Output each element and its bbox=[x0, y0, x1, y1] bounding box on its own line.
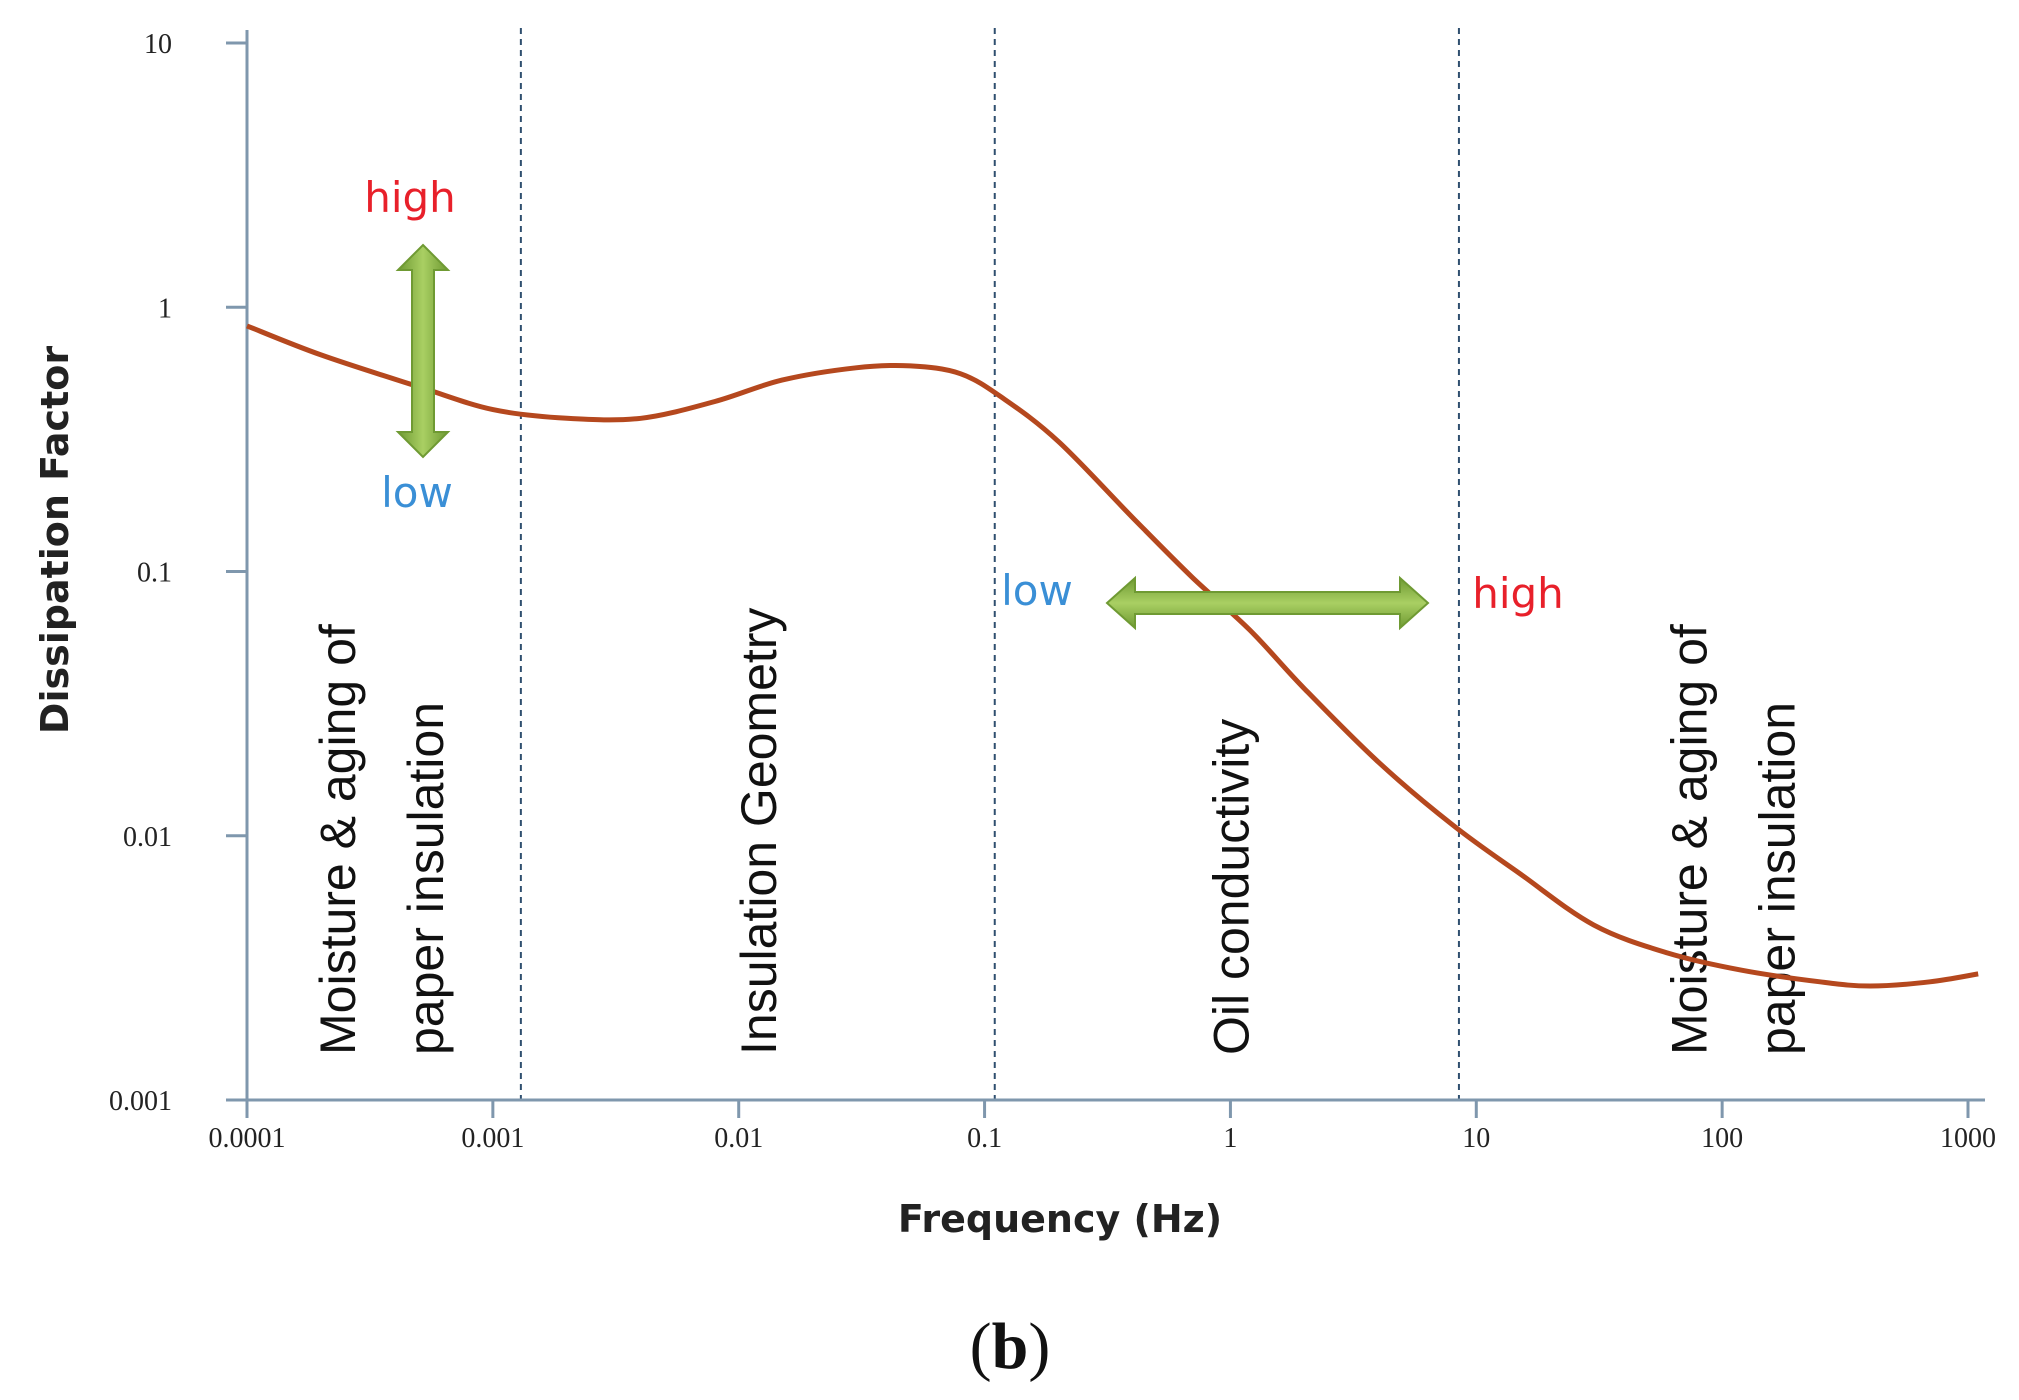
vertical-double-arrow bbox=[395, 243, 451, 459]
region-labels: Moisture & aging of paper insulation Insul… bbox=[310, 608, 1806, 1055]
region-label-line: Moisture & aging of bbox=[310, 624, 366, 1055]
region-dividers bbox=[519, 28, 1460, 1100]
x-tick-label: 0.0001 bbox=[209, 1123, 286, 1154]
x-tick-label: 1000 bbox=[1940, 1123, 1996, 1154]
region-label-line: paper insulation bbox=[398, 702, 454, 1055]
region-label-line: paper insulation bbox=[1749, 702, 1805, 1055]
horizontal-arrow-high-label: high bbox=[1472, 569, 1564, 618]
y-tick-label: 0.1 bbox=[137, 558, 172, 589]
horizontal-arrow-low-label: low bbox=[1001, 566, 1073, 615]
region-label-line: Oil conductivity bbox=[1203, 719, 1259, 1055]
figure-caption: (b) bbox=[970, 1310, 1051, 1383]
x-tick-label: 0.1 bbox=[967, 1123, 1002, 1154]
vertical-arrow-shape bbox=[395, 243, 451, 459]
x-tick-label: 10 bbox=[1462, 1123, 1490, 1154]
region-label-line: Moisture & aging of bbox=[1661, 624, 1717, 1055]
x-ticks: 0.0001 0.001 0.01 0.1 1 10 100 1000 bbox=[209, 1100, 1996, 1154]
horizontal-arrow-shape bbox=[1105, 575, 1430, 631]
y-axis-title: Dissipation Factor bbox=[33, 346, 77, 734]
region-label-line: Insulation Geometry bbox=[731, 608, 787, 1055]
y-tick-label: 10 bbox=[144, 29, 172, 60]
x-tick-label: 1 bbox=[1223, 1123, 1237, 1154]
dissipation-curve bbox=[246, 323, 1979, 989]
y-ticks: 10 1 0.1 0.01 0.001 bbox=[109, 29, 247, 1117]
x-tick-label: 0.01 bbox=[714, 1123, 763, 1154]
y-tick-label: 0.001 bbox=[109, 1086, 172, 1117]
x-axis-title: Frequency (Hz) bbox=[898, 1197, 1222, 1241]
y-tick-label: 1 bbox=[158, 293, 172, 324]
caption-open: ( bbox=[970, 1310, 992, 1383]
y-tick-label: 0.01 bbox=[123, 822, 172, 853]
x-tick-label: 0.001 bbox=[461, 1123, 524, 1154]
x-tick-label: 100 bbox=[1701, 1123, 1743, 1154]
caption-close: ) bbox=[1028, 1310, 1050, 1383]
caption-letter: b bbox=[992, 1310, 1029, 1383]
horizontal-double-arrow bbox=[1105, 575, 1430, 631]
vertical-arrow-high-label: high bbox=[364, 173, 456, 222]
vertical-arrow-low-label: low bbox=[381, 468, 453, 517]
